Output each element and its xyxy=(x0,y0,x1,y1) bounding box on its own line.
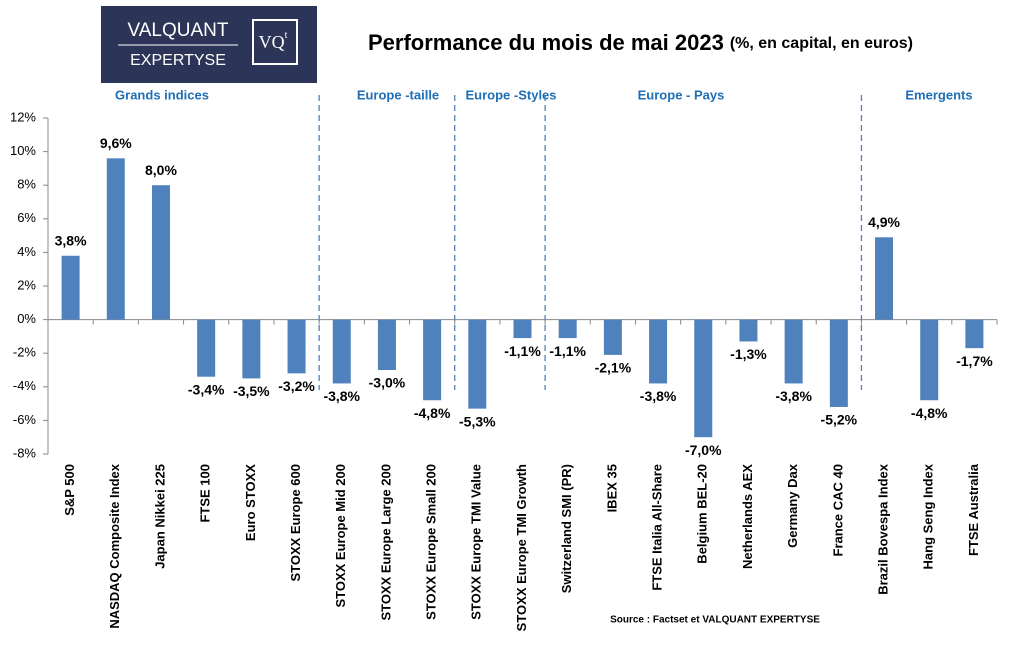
bar xyxy=(332,319,351,384)
y-tick-label: -4% xyxy=(13,378,37,393)
x-tick-label: FTSE Italia All-Share xyxy=(650,464,665,591)
value-label: -1,1% xyxy=(504,343,541,359)
x-tick-label: Switzerland SMI (PR) xyxy=(559,464,574,593)
logo-mark-text: VQ xyxy=(259,32,285,52)
bar xyxy=(513,319,532,339)
chart-title: Performance du mois de mai 2023 (%, en ca… xyxy=(368,30,913,55)
x-tick-label: IBEX 35 xyxy=(604,464,619,512)
bar xyxy=(784,319,803,384)
value-label: -5,3% xyxy=(459,413,496,429)
bar xyxy=(603,319,622,355)
bar xyxy=(965,319,984,349)
x-tick-label: STOXX Europe Large 200 xyxy=(378,464,393,621)
logo-mark-sup: t xyxy=(285,30,288,41)
x-tick-label: Belgium BEL-20 xyxy=(695,464,710,564)
bar xyxy=(106,158,125,320)
y-tick-label: -2% xyxy=(13,345,37,360)
group-label: Europe - Pays xyxy=(638,87,725,102)
y-tick-label: 2% xyxy=(17,277,36,292)
value-label: -3,8% xyxy=(775,388,812,404)
group-label: Europe -taille xyxy=(357,87,439,102)
bar xyxy=(920,319,939,401)
bar xyxy=(829,319,848,407)
bar xyxy=(377,319,396,370)
value-label: -1,1% xyxy=(549,343,586,359)
value-label: -3,0% xyxy=(369,375,406,391)
bar xyxy=(197,319,216,377)
x-tick-label: S&P 500 xyxy=(62,464,77,516)
bar xyxy=(468,319,487,409)
x-tick-label: FTSE Australia xyxy=(966,463,981,556)
bar xyxy=(242,319,261,379)
x-tick-label: Netherlands AEX xyxy=(740,464,755,569)
group-label: Europe -Styles xyxy=(465,87,556,102)
logo-text: EXPERTYSE xyxy=(130,52,226,69)
bar xyxy=(151,185,170,320)
y-tick-label: -6% xyxy=(13,412,37,427)
value-label: 8,0% xyxy=(145,162,177,178)
value-label: -3,8% xyxy=(323,388,360,404)
x-tick-label: Germany Dax xyxy=(785,463,800,548)
x-tick-label: France CAC 40 xyxy=(830,464,845,556)
x-tick-label: Japan Nikkei 225 xyxy=(152,464,167,569)
y-tick-label: 6% xyxy=(17,210,36,225)
value-label: -4,8% xyxy=(911,405,948,421)
logo-mark-box xyxy=(252,19,298,65)
bar xyxy=(649,319,668,384)
bar xyxy=(875,237,894,320)
y-tick-label: 10% xyxy=(10,143,36,158)
y-tick-label: 0% xyxy=(17,311,36,326)
group-label: Grands indices xyxy=(115,87,209,102)
group-label: Emergents xyxy=(905,87,972,102)
value-label: -1,3% xyxy=(730,346,767,362)
x-tick-label: FTSE 100 xyxy=(198,464,213,523)
bar xyxy=(287,319,306,374)
value-label: 4,9% xyxy=(868,214,900,230)
y-tick-label: 12% xyxy=(10,109,36,124)
value-label: -3,4% xyxy=(188,381,225,397)
subtitle: (%, en capital, en euros) xyxy=(730,35,913,52)
bar xyxy=(423,319,442,401)
value-label: -3,5% xyxy=(233,383,270,399)
x-tick-label: Euro STOXX xyxy=(243,464,258,541)
value-label: -1,7% xyxy=(956,353,993,369)
value-label: 3,8% xyxy=(55,232,87,248)
x-tick-label: Brazil Bovespa Index xyxy=(875,463,890,595)
y-tick-label: 8% xyxy=(17,177,36,192)
x-tick-label: STOXX Europe 600 xyxy=(288,464,303,582)
y-tick-label: -8% xyxy=(13,445,37,460)
value-label: 9,6% xyxy=(100,135,132,151)
value-label: -3,2% xyxy=(278,378,315,394)
value-label: -3,8% xyxy=(640,388,677,404)
x-tick-label: STOXX Europe TMI Growth xyxy=(514,464,529,631)
bar xyxy=(694,319,713,438)
y-tick-label: 4% xyxy=(17,244,36,259)
bar xyxy=(61,255,80,320)
logo-mark: VQt xyxy=(259,30,288,52)
bar xyxy=(739,319,758,342)
source: Source : Factset et VALQUANT EXPERTYSE xyxy=(610,615,820,626)
value-label: -4,8% xyxy=(414,405,451,421)
value-label: -2,1% xyxy=(595,360,632,376)
bar xyxy=(558,319,577,339)
x-tick-label: NASDAQ Composite Index xyxy=(107,463,122,628)
x-tick-label: STOXX Europe TMI Value xyxy=(469,464,484,620)
x-tick-label: Hang Seng Index xyxy=(921,463,936,569)
value-label: -7,0% xyxy=(685,442,722,458)
value-label: -5,2% xyxy=(821,412,858,428)
title: Performance du mois de mai 2023 xyxy=(368,30,724,55)
x-tick-label: STOXX Europe Mid 200 xyxy=(333,464,348,608)
x-tick-label: STOXX Europe Small 200 xyxy=(424,464,439,620)
logo-text: VALQUANT xyxy=(127,20,228,41)
